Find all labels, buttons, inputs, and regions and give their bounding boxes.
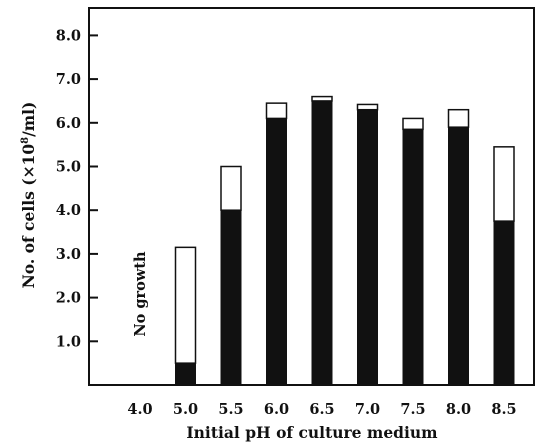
x-axis-title: Initial pH of culture medium [186, 423, 438, 442]
x-tick-label: 6.0 [264, 401, 289, 418]
bar-upper-segment [174, 246, 197, 364]
y-tick-label: 1.0 [56, 333, 81, 350]
bar-lower-segment [493, 220, 515, 386]
bar-lower-segment [402, 128, 424, 386]
x-tick-label: 8.0 [446, 401, 471, 418]
x-tick-label: 4.0 [127, 401, 152, 418]
y-axis-title-pre: No. of cells (×10 [19, 144, 38, 289]
y-axis-title: No. of cells (×108/ml) [19, 102, 38, 289]
y-tick-label: 2.0 [56, 290, 81, 307]
bars [174, 95, 515, 386]
bar-upper-segment [311, 95, 333, 102]
x-tick-label: 8.5 [491, 401, 516, 418]
bar-lower-segment [357, 109, 378, 386]
y-axis-title-post: /ml) [19, 102, 38, 137]
y-tick-label: 6.0 [56, 115, 81, 132]
bar-upper-segment [447, 108, 470, 128]
y-tick-label: 4.0 [56, 202, 81, 219]
y-axis-ticks: 1.0 2.0 3.0 4.0 5.0 6.0 7.0 8.0 [56, 27, 98, 350]
bar-upper-segment [402, 117, 424, 131]
x-tick-label: 7.0 [355, 401, 380, 418]
x-tick-label: 5.5 [218, 401, 243, 418]
x-tick-label: 7.5 [400, 401, 425, 418]
bar-upper-segment [356, 103, 379, 111]
y-tick-label: 7.0 [56, 71, 81, 88]
y-tick-label: 8.0 [56, 27, 81, 44]
bar-lower-segment [266, 117, 287, 386]
x-tick-labels: 4.0 5.0 5.5 6.0 6.5 7.0 7.5 8.0 8.5 [127, 401, 516, 418]
bar-upper-segment [493, 146, 515, 222]
bar-lower-segment [311, 100, 333, 386]
y-tick-label: 3.0 [56, 246, 81, 263]
x-tick-label: 6.5 [309, 401, 334, 418]
y-tick-label: 5.0 [56, 159, 81, 176]
bar-lower-segment [220, 209, 242, 386]
bar-lower-segment [175, 362, 196, 386]
bar-lower-segment [448, 126, 469, 386]
x-tick-label: 5.0 [173, 401, 198, 418]
no-growth-annotation: No growth [132, 251, 149, 337]
y-axis-title-sup: 8 [20, 137, 31, 144]
bar-upper-segment [265, 102, 288, 120]
bar-upper-segment [220, 165, 242, 211]
